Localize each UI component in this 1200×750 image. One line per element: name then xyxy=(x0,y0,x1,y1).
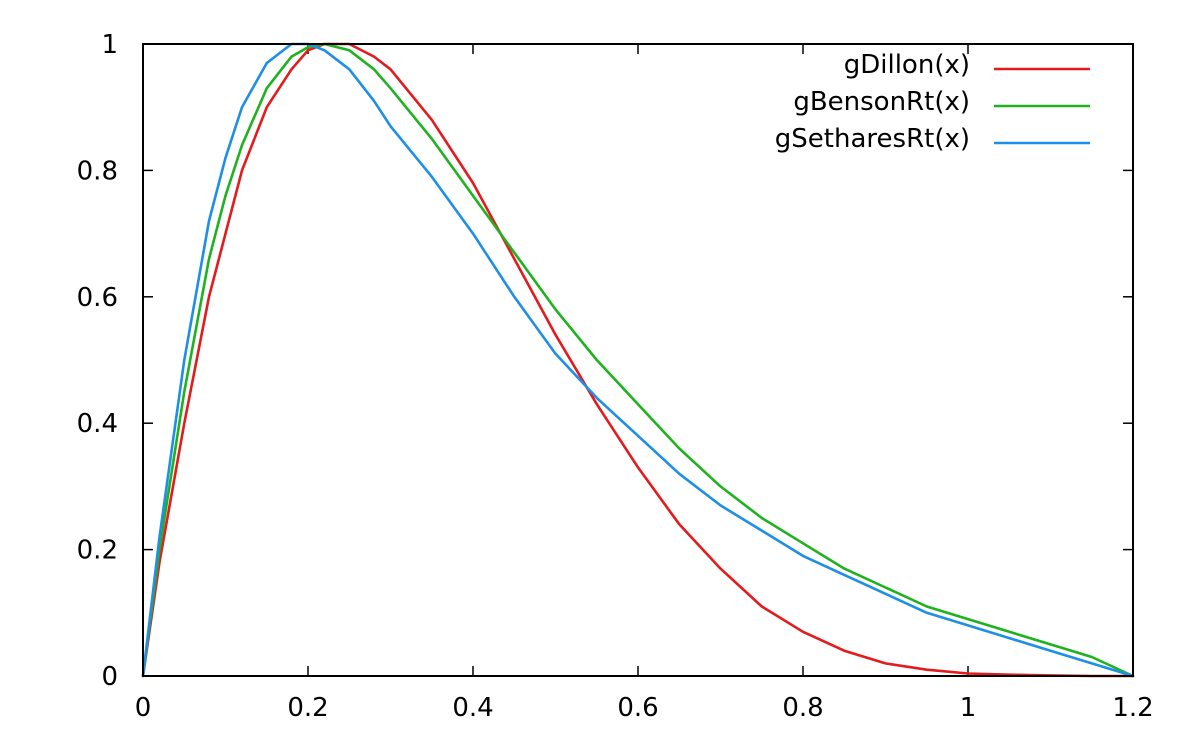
x-tick-label: 1 xyxy=(960,693,977,723)
axis-ticks xyxy=(142,43,1134,677)
x-tick-label: 0.6 xyxy=(617,693,658,723)
legend-label: gBensonRt(x) xyxy=(793,87,970,117)
x-tick-label: 1.2 xyxy=(1112,693,1153,723)
x-tick-label: 0 xyxy=(135,693,152,723)
plot-frame xyxy=(142,43,1134,677)
series-line-1 xyxy=(141,42,1135,678)
y-tick-label: 0 xyxy=(101,662,118,692)
x-tick-label: 0.8 xyxy=(782,693,823,723)
y-tick-label: 0.6 xyxy=(77,283,118,313)
series-group xyxy=(141,42,1135,678)
y-tick-label: 0.2 xyxy=(77,536,118,566)
y-tick-label: 0.8 xyxy=(77,156,118,186)
series-line-2 xyxy=(141,42,1135,678)
y-tick-label: 1 xyxy=(101,30,118,60)
y-tick-label: 0.4 xyxy=(77,409,118,439)
axis-tick-labels: 0 0.2 0.4 0.6 0.8 1 1.2 0 0.2 0.4 0.6 0.8 1 xyxy=(77,30,1154,723)
x-tick-label: 0.2 xyxy=(287,693,328,723)
legend: gDillon(x) gBensonRt(x) gSetharesRt(x) xyxy=(775,50,1090,154)
legend-label: gDillon(x) xyxy=(844,50,970,80)
x-tick-label: 0.4 xyxy=(452,693,493,723)
series-line-0 xyxy=(141,42,1135,678)
legend-label: gSetharesRt(x) xyxy=(775,124,970,154)
